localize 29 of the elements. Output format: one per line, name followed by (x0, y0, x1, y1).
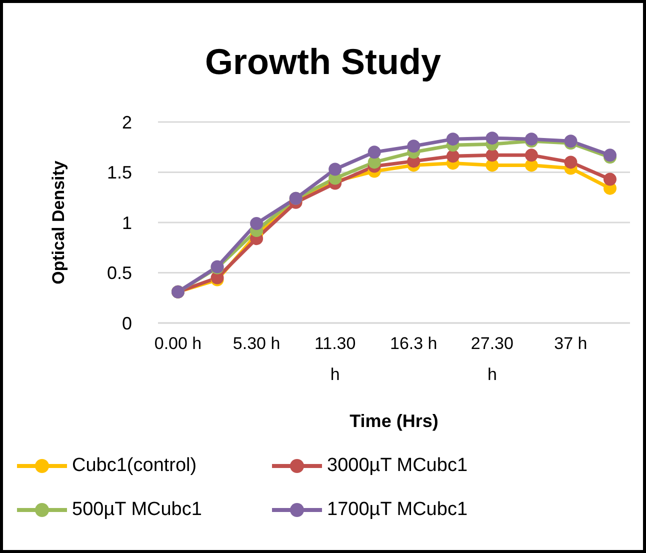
x-tick-label: 37 h (554, 334, 588, 353)
y-tick-label: 2 (122, 112, 132, 132)
point (250, 217, 264, 230)
x-tick-label: 0.00 h (154, 334, 202, 353)
x-tick-label: 11.30 h (314, 334, 356, 384)
x-tick-label: 5.30 h (232, 334, 280, 353)
legend-label: 3000µT MCubc1 (327, 455, 468, 477)
point (446, 132, 460, 146)
point (407, 140, 420, 153)
x-axis-title: Time (Hrs) (350, 411, 438, 431)
point (446, 150, 460, 163)
chart-title: Growth Study (204, 41, 442, 83)
point (486, 132, 499, 145)
point (486, 148, 499, 162)
point (328, 162, 342, 176)
x-tick-label: 27.30 h (470, 334, 514, 384)
point (524, 148, 538, 162)
legend-label: 500µT MCubc1 (72, 499, 202, 521)
y-tick-label: 0.5 (106, 263, 132, 284)
y-tick-label: 1 (122, 212, 132, 233)
y-tick-label: 0 (122, 313, 132, 334)
point (368, 146, 381, 159)
y-tick-label: 1.5 (106, 162, 132, 183)
legend-label: 1700µT MCubc1 (327, 499, 468, 521)
point (604, 172, 616, 186)
x-tick-label: 16.3 h (390, 334, 438, 353)
point (564, 156, 578, 169)
legend-label: Cubc1(control) (72, 455, 197, 477)
y-axis-title: Optical Density (49, 160, 68, 284)
